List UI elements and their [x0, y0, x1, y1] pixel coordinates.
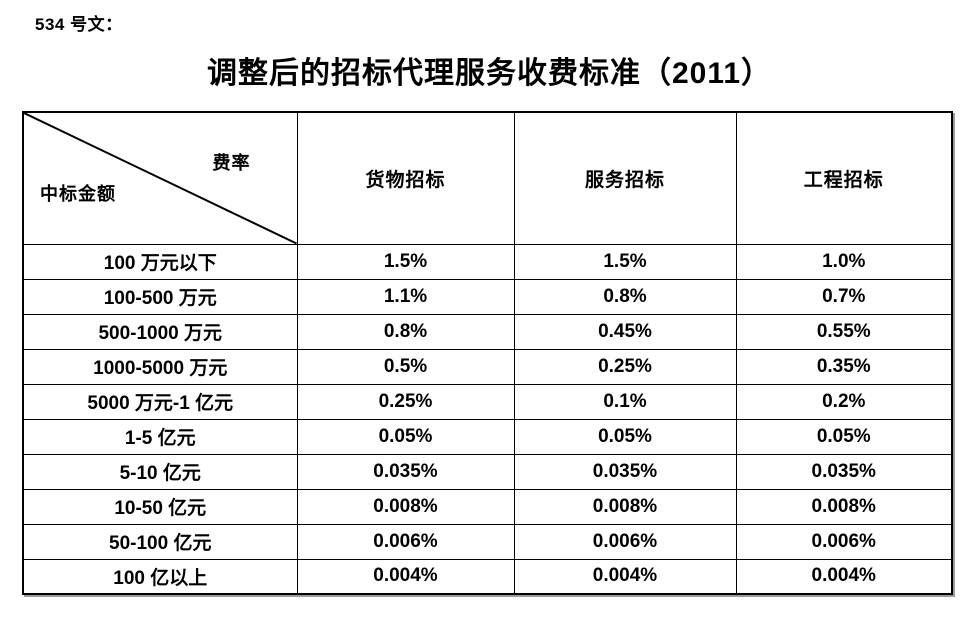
- fee-rate-table: 费率 中标金额 货物招标 服务招标 工程招标 100 万元以下 1.5% 1.5…: [22, 111, 953, 595]
- rate-cell-engineering: 0.008%: [735, 488, 953, 525]
- table-row: 5-10 亿元 0.035% 0.035% 0.035%: [22, 453, 953, 490]
- amount-tier-cell: 1000-5000 万元: [22, 348, 298, 385]
- rate-cell-engineering: 0.035%: [735, 453, 953, 490]
- column-header-goods: 货物招标: [296, 111, 515, 245]
- table-row: 100 万元以下 1.5% 1.5% 1.0%: [22, 243, 953, 280]
- rate-cell-engineering: 0.004%: [735, 558, 953, 595]
- page-title: 调整后的招标代理服务收费标准（2011）: [206, 57, 773, 90]
- rate-cell-engineering: 1.0%: [735, 243, 953, 280]
- table-row: 5000 万元-1 亿元 0.25% 0.1% 0.2%: [22, 383, 953, 420]
- amount-tier-cell: 100-500 万元: [22, 278, 298, 315]
- table-row: 500-1000 万元 0.8% 0.45% 0.55%: [22, 313, 953, 350]
- corner-label-rate: 费率: [212, 153, 251, 173]
- amount-tier-cell: 5000 万元-1 亿元: [22, 383, 298, 420]
- rate-cell-goods: 0.008%: [296, 488, 515, 525]
- rate-cell-engineering: 0.05%: [735, 418, 953, 455]
- table-row: 1000-5000 万元 0.5% 0.25% 0.35%: [22, 348, 953, 385]
- amount-tier-cell: 1-5 亿元: [22, 418, 298, 455]
- corner-header-cell: 费率 中标金额: [22, 111, 298, 245]
- rate-cell-goods: 1.5%: [296, 243, 515, 280]
- rate-cell-engineering: 0.006%: [735, 523, 953, 560]
- rate-cell-engineering: 0.55%: [735, 313, 953, 350]
- rate-cell-engineering: 0.2%: [735, 383, 953, 420]
- table-row: 10-50 亿元 0.008% 0.008% 0.008%: [22, 488, 953, 525]
- rate-cell-goods: 0.006%: [296, 523, 515, 560]
- rate-cell-service: 1.5%: [513, 243, 737, 280]
- diagonal-divider-line: [24, 113, 297, 244]
- rate-cell-service: 0.8%: [513, 278, 737, 315]
- table-row: 100 亿以上 0.004% 0.004% 0.004%: [22, 558, 953, 595]
- amount-tier-cell: 50-100 亿元: [22, 523, 298, 560]
- rate-cell-goods: 0.5%: [296, 348, 515, 385]
- amount-tier-cell: 10-50 亿元: [22, 488, 298, 525]
- rate-cell-service: 0.45%: [513, 313, 737, 350]
- rate-cell-service: 0.035%: [513, 453, 737, 490]
- amount-tier-cell: 100 亿以上: [22, 558, 298, 595]
- rate-cell-goods: 0.035%: [296, 453, 515, 490]
- amount-tier-cell: 5-10 亿元: [22, 453, 298, 490]
- rate-cell-service: 0.008%: [513, 488, 737, 525]
- rate-cell-service: 0.004%: [513, 558, 737, 595]
- table-header-row: 费率 中标金额 货物招标 服务招标 工程招标: [22, 111, 953, 245]
- column-header-service: 服务招标: [513, 111, 737, 245]
- amount-tier-cell: 500-1000 万元: [22, 313, 298, 350]
- rate-cell-goods: 0.25%: [296, 383, 515, 420]
- rate-cell-service: 0.1%: [513, 383, 737, 420]
- corner-label-amount: 中标金额: [40, 183, 116, 204]
- rate-cell-engineering: 0.7%: [735, 278, 953, 315]
- rate-cell-goods: 0.05%: [296, 418, 515, 455]
- rate-cell-goods: 0.004%: [296, 558, 515, 595]
- amount-tier-cell: 100 万元以下: [22, 243, 298, 280]
- rate-cell-goods: 1.1%: [296, 278, 515, 315]
- table-row: 1-5 亿元 0.05% 0.05% 0.05%: [22, 418, 953, 455]
- rate-cell-engineering: 0.35%: [735, 348, 953, 385]
- column-header-engineering: 工程招标: [735, 111, 953, 245]
- rate-cell-service: 0.25%: [513, 348, 737, 385]
- rate-cell-service: 0.05%: [513, 418, 737, 455]
- doc-number-label: 534 号文：: [35, 15, 123, 34]
- rate-cell-service: 0.006%: [513, 523, 737, 560]
- table-row: 50-100 亿元 0.006% 0.006% 0.006%: [22, 523, 953, 560]
- table-row: 100-500 万元 1.1% 0.8% 0.7%: [22, 278, 953, 315]
- rate-cell-goods: 0.8%: [296, 313, 515, 350]
